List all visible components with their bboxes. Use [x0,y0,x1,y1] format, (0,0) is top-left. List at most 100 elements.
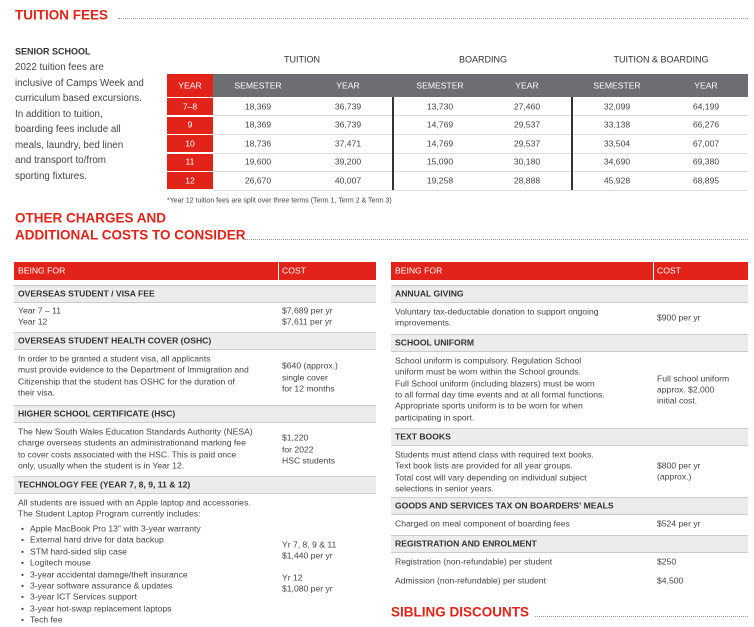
fee-cell: 66,276 [692,119,720,130]
intro-heading: SENIOR SCHOOL [15,46,91,57]
section-header-label: SCHOOL UNIFORM [395,337,475,348]
fee-cell: 39,200 [334,157,362,167]
cost-line: Yr 7, 8, 9 & 11 [282,539,337,550]
fee-cell: 19,258 [426,175,454,186]
footnote: *Year 12 tuition fees are split over thr… [167,197,392,205]
intro-line: curriculum based excursions. [15,93,142,105]
item-line: Students must attend class with required… [395,449,594,460]
fee-cell: 28,888 [513,175,541,186]
intro-line: and transport to/from [15,155,106,167]
section-header-label: GOODS AND SERVICES TAX ON BOARDERS' MEAL… [395,500,614,511]
bullet-item: 3-year ICT Services support [21,593,137,602]
item-line: The New South Wales Education Standards … [18,426,253,437]
item-line: their visa. [18,387,55,398]
year-label: 12 [185,175,195,186]
cost-line: single cover [282,372,328,383]
column-header: YEAR [515,80,539,91]
fee-cell: 29,537 [513,138,541,149]
fee-cell: 37,471 [334,138,362,149]
bullet-item: External hard drive for data backup [21,536,164,545]
cost-line: $7,689 per yr [282,305,333,316]
year-cell [167,135,213,153]
cost-line: $1,220 [282,432,309,443]
column-group: TUITION [284,54,320,65]
row-rule [213,189,748,191]
fee-cell: 67,007 [692,138,720,149]
header-cell: BEING FOR [18,265,66,276]
section-header-label: TECHNOLOGY FEE (YEAR 7, 8, 9, 11 & 12) [18,479,191,490]
item-line: selections in senior years. [395,483,494,494]
cost-line: initial cost. [657,395,698,406]
fee-cell: 36,739 [334,119,362,130]
item-line: uniform must be worn within the School g… [395,367,581,377]
item-line: The Student Laptop Program currently inc… [18,509,201,519]
intro-line: meals, laundry, bed linen [15,139,124,151]
column-header: YEAR [178,80,202,91]
cost-line: Yr 12 [282,572,303,583]
fee-cell: 29,537 [513,119,541,130]
group-divider [392,97,394,190]
year-cell [167,116,213,134]
section-header-label: REGISTRATION AND ENROLMENT [395,538,537,549]
item-line: Full School uniform (including blazers) … [395,378,595,389]
fee-cell: 36,739 [334,101,362,112]
group-divider [571,97,573,190]
section-header-label: OVERSEAS STUDENT / VISA FEE [18,288,155,299]
header-cell: COST [282,265,306,276]
cost-line: Full school uniform [657,373,730,384]
section-header [391,428,748,446]
intro-line: inclusive of Camps Week and [15,77,144,89]
item-line: to cover costs associated with the HSC. … [18,449,237,460]
section-header-label: OVERSEAS STUDENT HEALTH COVER (OSHC) [18,335,212,346]
item-line: In order to be granted a student visa, a… [18,353,211,364]
item-line: must provide evidence to the Department … [18,365,249,375]
fee-cell: 32,099 [603,101,631,112]
section-header [391,285,748,303]
column-header: YEAR [336,80,360,91]
intro-line: In addition to tuition, [15,108,103,120]
section-header [14,476,376,494]
fee-cell: 33,504 [603,138,631,149]
column-header: SEMESTER [234,80,282,91]
section-header [14,285,376,303]
bullet-item: Logitech mouse [21,559,91,568]
item-line: Total cost will vary depending on indivi… [395,472,587,483]
column-group: TUITION & BOARDING [613,54,709,65]
intro-line: 2022 tuition fees are [15,62,104,74]
intro-line: sporting fixtures. [15,170,87,182]
section-title: ADDITIONAL COSTS TO CONSIDER [15,227,246,243]
fee-cell: 40,007 [334,175,362,186]
section-header-label: TEXT BOOKS [395,431,451,442]
cost-line: $800 per yr [657,460,701,471]
fee-cell: 18,369 [244,101,272,112]
row-rule [213,115,748,116]
section-header [391,497,748,515]
table-header [391,262,748,280]
row-rule [213,133,748,135]
fee-cell: 68,895 [692,175,720,186]
cost-line: $900 per yr [657,312,701,323]
item-line: only, usually when the student is in Yea… [18,460,185,471]
fee-cell: 45,928 [603,175,631,186]
row-rule [213,171,748,172]
year-label: 7–8 [182,101,198,112]
item-line: All students are issued with an Apple la… [18,497,251,508]
section-title: SIBLING DISCOUNTS [391,604,530,620]
dotted-rule [118,18,748,19]
bullet-item: 3-year accidental damage/theft insurance [21,570,188,579]
year-label: 10 [185,138,195,149]
header-divider [278,262,279,280]
cost-line: $524 per yr [657,518,701,529]
header-row [213,74,748,97]
header-year-cell [167,74,213,97]
cost-line: $640 (approx.) [282,360,338,371]
item-line: Appropriate sports uniform is to be worn… [395,400,583,411]
year-label: 11 [185,157,195,167]
bullet-item: 3-year software assurance & updates [21,582,172,591]
item-line: charge overseas students an administrati… [18,438,246,448]
cost-line: $7,611 per yr [282,316,333,327]
fee-cell: 13,730 [426,101,454,112]
bullet-item: 3-year hot-swap replacement laptops [21,604,171,614]
item-line: Text book lists are provided for all yea… [395,461,573,471]
